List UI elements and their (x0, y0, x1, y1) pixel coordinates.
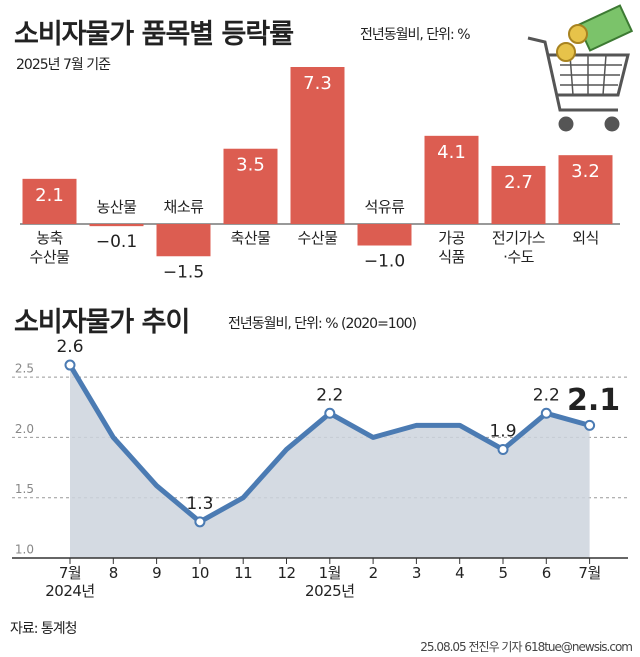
value-label: 2.2 (316, 385, 343, 405)
value-label: 2.1 (35, 185, 64, 206)
bar-subtitle: 전년동월비, 단위: % (360, 27, 471, 43)
bar (156, 224, 211, 257)
x-tick-label: 외식 (572, 229, 599, 247)
x-tick-label: 석유류 (364, 198, 405, 216)
bar (89, 224, 144, 227)
value-label: −0.1 (96, 232, 137, 252)
value-label: 2.7 (504, 172, 533, 193)
x-tick-label: 농축 수산물 (29, 229, 70, 266)
credit: 25.08.05 전진우 기자 618tue@newsis.com (420, 640, 633, 654)
x-tick-label: 채소류 (163, 198, 204, 216)
x-tick-label: 11 (234, 564, 253, 582)
bar-note: 2025년 7월 기준 (16, 57, 111, 73)
bar (424, 135, 479, 224)
x-tick-label: 전기가스 ·수도 (491, 229, 546, 266)
value-label: 1.9 (489, 421, 516, 441)
x-tick-label: 7월 2024년 (45, 564, 95, 600)
point (64, 359, 76, 371)
line-subtitle: 전년동월비, 단위: % (2020=100) (228, 316, 417, 332)
value-label: −1.5 (163, 262, 204, 282)
x-tick-label: 축산물 (230, 229, 271, 247)
point (324, 407, 336, 419)
line-title: 소비자물가 추이 (14, 307, 190, 338)
y-tick-label: 1.5 (15, 482, 34, 496)
cart-icon (527, 4, 634, 132)
x-tick-label: 10 (190, 564, 210, 582)
x-tick-label: 2 (368, 564, 379, 582)
x-tick-label: 8 (108, 564, 119, 582)
point (540, 407, 552, 419)
value-label: −1.0 (364, 252, 405, 272)
x-tick-label: 3 (411, 564, 422, 582)
value-label: 3.2 (571, 161, 600, 182)
x-tick-label: 1월 2025년 (305, 564, 355, 600)
value-label: 4.1 (437, 142, 466, 163)
value-label: 7.3 (303, 73, 332, 94)
x-tick-label: 5 (498, 564, 508, 582)
x-tick-label: 농산물 (96, 198, 137, 216)
bar (290, 67, 345, 224)
point (584, 419, 596, 431)
source: 자료: 통계청 (10, 621, 78, 637)
x-tick-label: 4 (455, 564, 465, 582)
value-label: 2.6 (56, 337, 83, 357)
value-label: 3.5 (236, 155, 265, 176)
bar (223, 148, 278, 224)
x-tick-label: 12 (277, 564, 296, 582)
bar (491, 165, 546, 224)
x-tick-label: 가공 식품 (438, 229, 465, 266)
y-tick-label: 1.0 (15, 543, 34, 557)
x-tick-label: 7월 (578, 564, 601, 582)
y-tick-label: 2.0 (15, 422, 34, 436)
area (70, 365, 590, 558)
x-tick-label: 6 (541, 564, 552, 582)
bar (357, 224, 412, 246)
value-label: 1.3 (186, 494, 213, 514)
bar (22, 178, 77, 224)
value-label: 2.2 (533, 385, 560, 405)
bar-title: 소비자물가 품목별 등락률 (14, 19, 294, 50)
x-tick-label: 9 (152, 564, 162, 582)
value-label: 2.1 (567, 383, 620, 418)
y-tick-label: 2.5 (15, 362, 34, 376)
point (194, 516, 206, 528)
bar (558, 155, 613, 224)
x-tick-label: 수산물 (297, 229, 338, 247)
point (497, 443, 509, 455)
